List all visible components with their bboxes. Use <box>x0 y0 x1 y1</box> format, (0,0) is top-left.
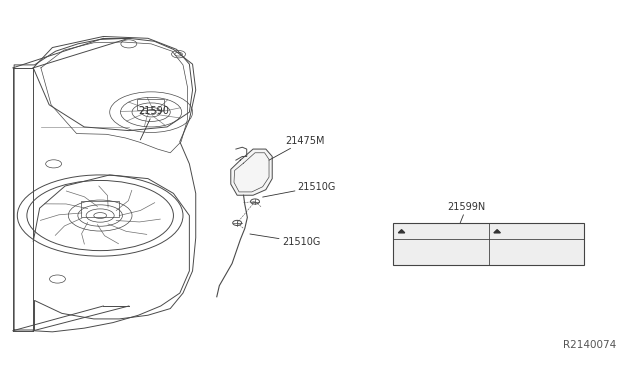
Text: R2140074: R2140074 <box>563 340 616 350</box>
Text: MISE EN GARDE: MISE EN GARDE <box>504 228 552 234</box>
Text: 21510G: 21510G <box>250 234 320 247</box>
Polygon shape <box>231 149 272 195</box>
Text: LES VENTILATEURS PEUVENT SE METTRE
EN MARCHE A TOUT MOMENT.
GARDEZ DISTANCE DES : LES VENTILATEURS PEUVENT SE METTRE EN MA… <box>493 240 574 259</box>
FancyBboxPatch shape <box>394 223 584 265</box>
Polygon shape <box>398 230 404 233</box>
Text: 21510G: 21510G <box>262 182 336 197</box>
Text: 21475M: 21475M <box>269 135 324 160</box>
Text: 21599N: 21599N <box>447 202 486 223</box>
Polygon shape <box>494 230 500 233</box>
Text: FAN BLADE CAN START AT ANY TIME.
TO AVOID PERSONAL INJURY,
KEEP CLEAR OF FAN AT : FAN BLADE CAN START AT ANY TIME. TO AVOI… <box>397 240 477 254</box>
Text: 21590: 21590 <box>138 106 169 140</box>
Text: CAUTION: CAUTION <box>408 228 442 234</box>
